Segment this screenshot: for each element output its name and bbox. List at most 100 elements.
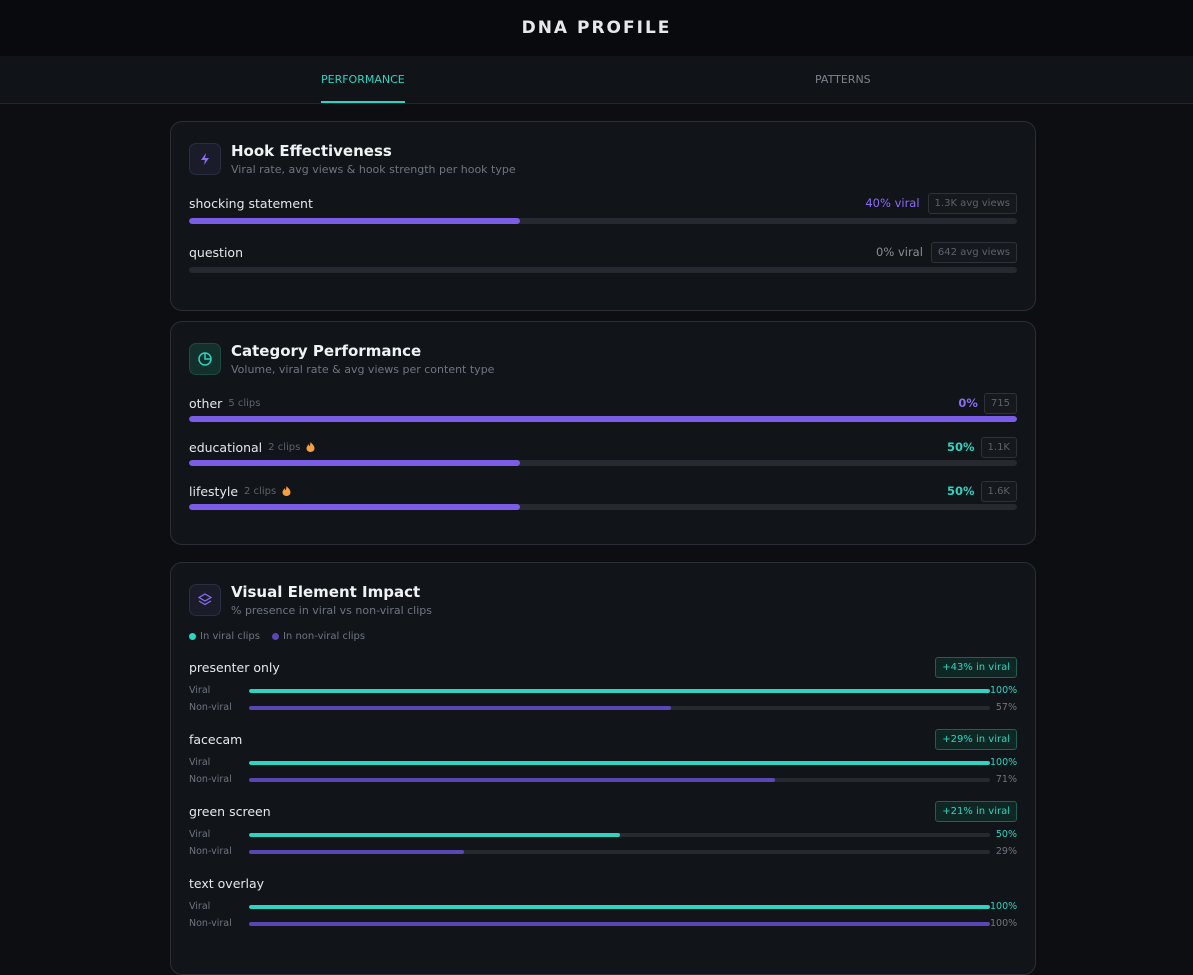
delta-badge: +43% in viral	[935, 656, 1017, 678]
clip-count: 2 clips	[244, 485, 277, 497]
viral-rate: 50%	[947, 484, 975, 498]
avg-views: 715	[983, 392, 1017, 414]
card-heading: Visual Element Impact % presence in viral…	[231, 583, 432, 617]
clip-count: 5 clips	[228, 397, 261, 409]
legend-dot	[271, 633, 279, 640]
bar	[189, 416, 1017, 422]
bar-track	[249, 849, 990, 854]
category-name: other	[189, 395, 223, 411]
bar-track	[249, 688, 990, 693]
bar-track	[189, 218, 1017, 224]
card: Visual Element Impact % presence in viral…	[170, 562, 1036, 975]
delta-badge: +29% in viral	[935, 728, 1017, 750]
bar	[249, 777, 776, 782]
bar-track	[249, 705, 990, 710]
viral-rate: 50%	[947, 440, 975, 454]
presence-label: Non-viral	[189, 702, 232, 713]
presence-row: Non-viral 29%	[189, 843, 1017, 860]
bar	[249, 705, 672, 710]
avg-views: 1.3K avg views	[927, 192, 1017, 214]
bar	[189, 460, 521, 466]
viral-rate: 0% viral	[876, 245, 923, 259]
row-header: educational 2 clips 50% 1.1K	[189, 436, 1017, 458]
bar	[189, 504, 521, 510]
row-header: presenter only +43% in viral	[189, 656, 1017, 678]
presence-row: Viral 100%	[189, 682, 1017, 699]
card-title: Category Performance	[231, 342, 422, 360]
bar	[249, 760, 990, 765]
presence-label: Viral	[189, 901, 211, 912]
visual-row: facecam +29% in viral Viral 100% Non-viral 71…	[189, 728, 1017, 788]
bar-track	[249, 832, 990, 837]
hot-icon	[282, 486, 291, 496]
card-title: Visual Element Impact	[231, 583, 421, 601]
bar-track	[189, 416, 1017, 422]
bar	[249, 904, 990, 909]
page-title: DNA PROFILE	[521, 18, 672, 38]
avg-views: 1.6K	[980, 480, 1017, 502]
bar-track	[249, 760, 990, 765]
presence-label: Non-viral	[189, 846, 232, 857]
hook-name: question	[189, 244, 244, 260]
card-subtitle: Volume, viral rate & avg views per conte…	[231, 363, 495, 376]
row-header: green screen +21% in viral	[189, 800, 1017, 822]
viral-rate: 0%	[958, 396, 978, 410]
viral-rate: 40% viral	[865, 196, 920, 210]
category-name: educational	[189, 439, 263, 455]
hot-icon	[306, 442, 315, 452]
visual-row: text overlay Viral 100% Non-viral 100%	[189, 872, 1017, 932]
card: Category Performance Volume, viral rate &…	[170, 321, 1036, 545]
bar	[189, 218, 521, 224]
element-name: text overlay	[189, 875, 265, 891]
bar-track	[189, 460, 1017, 466]
presence-row: Non-viral 100%	[189, 915, 1017, 932]
row-header: text overlay	[189, 872, 1017, 894]
card-subtitle: Viral rate, avg views & hook strength pe…	[231, 163, 516, 176]
icon	[189, 143, 221, 175]
presence-row: Viral 100%	[189, 754, 1017, 771]
card-heading: Hook Effectiveness Viral rate, avg views …	[231, 142, 516, 176]
element-name: facecam	[189, 731, 243, 747]
presence-value: 50%	[995, 829, 1017, 840]
legend-dot	[189, 633, 196, 640]
row-header: facecam +29% in viral	[189, 728, 1017, 750]
presence-label: Viral	[189, 685, 211, 696]
card: Hook Effectiveness Viral rate, avg views …	[170, 121, 1036, 311]
card-subtitle: % presence in viral vs non-viral clips	[231, 604, 433, 617]
icon	[189, 343, 221, 375]
element-name: green screen	[189, 803, 271, 819]
bar-track	[249, 921, 990, 926]
presence-row: Viral 50%	[189, 826, 1017, 843]
presence-row: Non-viral 71%	[189, 771, 1017, 788]
bar	[249, 921, 990, 926]
element-name: presenter only	[189, 659, 280, 675]
presence-value: 100%	[990, 757, 1018, 768]
category-name: lifestyle	[189, 483, 239, 499]
presence-label: Viral	[189, 829, 211, 840]
legend: In viral clips In non-viral clips	[189, 631, 1017, 642]
presence-value: 29%	[995, 846, 1017, 857]
bar	[249, 849, 464, 854]
presence-value: 100%	[990, 918, 1018, 929]
legend-label: In viral clips	[200, 631, 260, 642]
avg-views: 1.1K	[980, 436, 1017, 458]
bar-track	[189, 267, 1017, 273]
row-header: other 5 clips 0% 715	[189, 392, 1017, 414]
visual-row: presenter only +43% in viral Viral 100% Non-…	[189, 656, 1017, 716]
tab[interactable]: PERFORMANCE	[321, 56, 405, 103]
card-header: Category Performance Volume, viral rate &…	[189, 342, 1017, 376]
header: DNA PROFILE	[0, 0, 1193, 56]
presence-row: Non-viral 57%	[189, 699, 1017, 716]
tab[interactable]: PATTERNS	[815, 73, 871, 86]
icon	[189, 584, 221, 616]
row-header: question 0% viral 642 avg views	[189, 241, 1017, 263]
tab-bar: PERFORMANCE PATTERNS	[0, 56, 1193, 104]
row-header: lifestyle 2 clips 50% 1.6K	[189, 480, 1017, 502]
hook-row: shocking statement 40% viral 1.3K avg view…	[189, 192, 1017, 224]
avg-views: 642 avg views	[930, 241, 1017, 263]
legend-item: In viral clips	[189, 631, 260, 642]
presence-value: 71%	[995, 774, 1017, 785]
bar	[249, 688, 990, 693]
hook-row: question 0% viral 642 avg views	[189, 241, 1017, 273]
